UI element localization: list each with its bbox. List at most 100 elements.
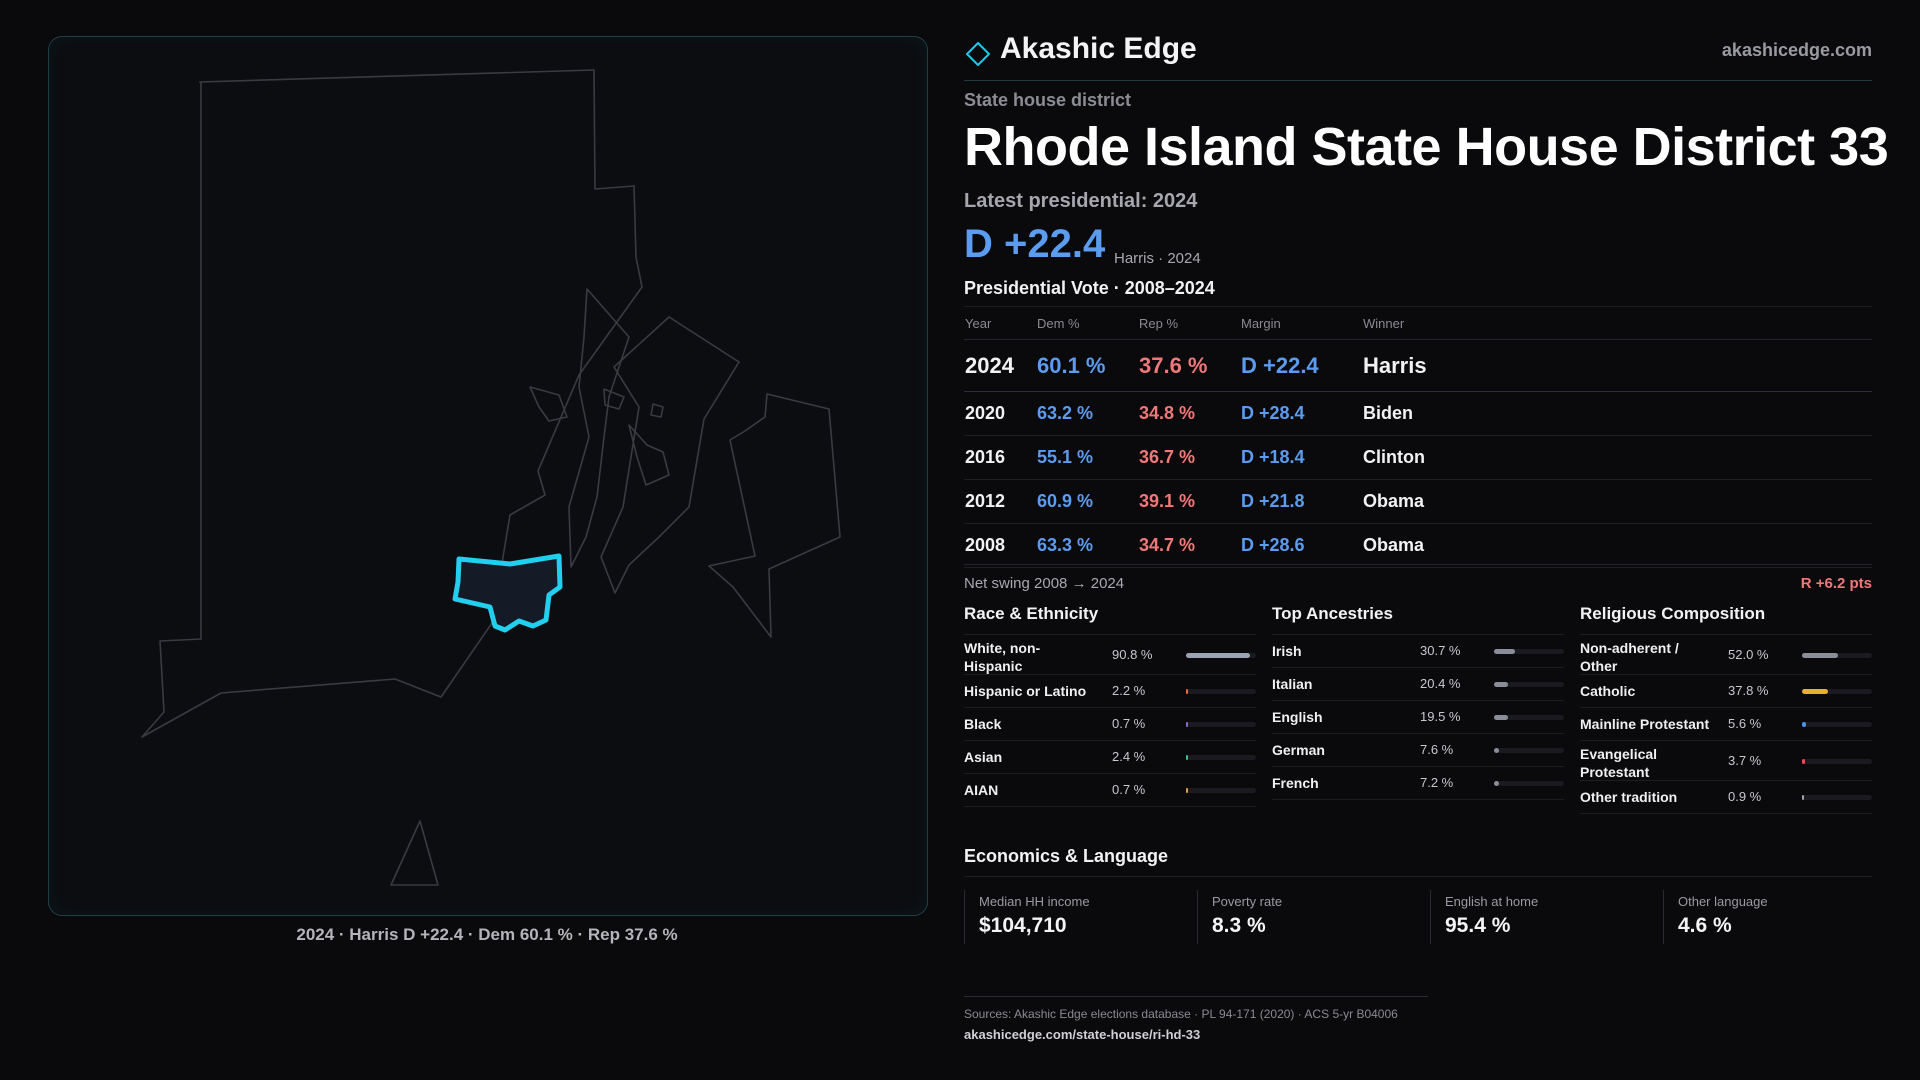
stat-row: Evangelical Protestant 3.7 % <box>1580 741 1872 781</box>
diamond-logo-icon <box>966 42 990 66</box>
row-year: 2016 <box>964 435 1036 480</box>
stat-percent: 90.8 % <box>1112 646 1153 662</box>
stat-label: Catholic <box>1580 683 1636 699</box>
net-swing-value: R +6.2 pts <box>1800 575 1872 592</box>
stat-label: Black <box>964 716 1002 732</box>
row-year: 2020 <box>964 391 1036 436</box>
stat-label: German <box>1272 742 1325 758</box>
econ-label: Other language <box>1678 894 1768 909</box>
row-winner: Clinton <box>1362 435 1872 480</box>
row-dem: 60.1 % <box>1036 339 1138 392</box>
stat-row: AIAN 0.7 % <box>964 774 1256 807</box>
stat-bar-fill <box>1494 682 1509 687</box>
stat-bar-track <box>1186 755 1256 760</box>
stat-percent: 30.7 % <box>1420 643 1461 658</box>
row-rep: 34.7 % <box>1138 523 1240 568</box>
econ-label: English at home <box>1445 894 1539 909</box>
stat-row: Hispanic or Latino 2.2 % <box>964 675 1256 708</box>
header-winner: Winner <box>1362 306 1872 340</box>
stat-bar-track <box>1802 758 1872 764</box>
econ-label: Poverty rate <box>1212 894 1283 909</box>
stat-percent: 5.6 % <box>1728 716 1762 731</box>
row-margin: D +28.4 <box>1240 391 1362 436</box>
row-rep: 36.7 % <box>1138 435 1240 480</box>
section-title: Religious Composition <box>1580 602 1872 635</box>
table-header-row: Year Dem % Rep % Margin Winner <box>964 306 1872 340</box>
row-year: 2012 <box>964 479 1036 524</box>
row-dem: 63.2 % <box>1036 391 1138 436</box>
stat-bar-track <box>1802 652 1872 658</box>
stat-bar-fill <box>1494 715 1508 720</box>
page-url-link[interactable]: akashicedge.com/state-house/ri-hd-33 <box>964 1027 1201 1042</box>
latest-margin-subtitle: Harris · 2024 <box>1114 250 1201 267</box>
table-row: 2016 55.1 % 36.7 % D +18.4 Clinton <box>964 435 1872 480</box>
stat-row: Catholic 37.8 % <box>1580 675 1872 708</box>
stat-bar-track <box>1802 795 1872 800</box>
row-rep: 39.1 % <box>1138 479 1240 524</box>
footer: Sources: Akashic Edge elections database… <box>964 996 1428 1042</box>
row-winner: Obama <box>1362 479 1872 524</box>
brand-header: Akashic Edge akashicedge.com <box>964 30 1872 81</box>
section-title: Race & Ethnicity <box>964 602 1256 635</box>
header-margin: Margin <box>1240 306 1362 340</box>
stat-bar-fill <box>1186 722 1188 727</box>
row-winner: Biden <box>1362 391 1872 436</box>
state-mainland-outline <box>141 69 643 738</box>
econ-other-language: Other language 4.6 % <box>1663 890 1864 944</box>
econ-median-income: Median HH income $104,710 <box>964 890 1165 944</box>
stat-bar-track <box>1802 722 1872 727</box>
stat-row: Italian 20.4 % <box>1272 668 1564 701</box>
row-rep: 34.8 % <box>1138 391 1240 436</box>
stat-percent: 0.9 % <box>1728 789 1762 804</box>
stat-label: Evangelical Protestant <box>1580 746 1658 780</box>
stat-row: Irish 30.7 % <box>1272 635 1564 668</box>
stat-row: Asian 2.4 % <box>964 741 1256 774</box>
econ-label: Median HH income <box>979 894 1090 909</box>
stat-rows: White, non-Hispanic 90.8 % Hispanic or Lat… <box>964 635 1256 807</box>
stat-row: Black 0.7 % <box>964 708 1256 741</box>
stat-percent: 19.5 % <box>1420 709 1461 724</box>
stat-rows: Irish 30.7 % Italian 20.4 % English 19.5 % Ger… <box>1272 635 1564 800</box>
stat-rows: Non-adherent / Other 52.0 % Catholic 37.8 %… <box>1580 635 1872 814</box>
stat-row: German 7.6 % <box>1272 734 1564 767</box>
brand-url[interactable]: akashicedge.com <box>1721 40 1872 60</box>
stat-percent: 7.2 % <box>1420 775 1454 790</box>
state-outline-map <box>141 69 841 886</box>
row-year: 2024 <box>964 339 1036 392</box>
stat-percent: 2.2 % <box>1112 683 1146 698</box>
stat-row: Other tradition 0.9 % <box>1580 781 1872 814</box>
stat-bar-fill <box>1802 758 1805 764</box>
stat-row: English 19.5 % <box>1272 701 1564 734</box>
stat-label: White, non-Hispanic <box>964 640 1041 674</box>
presidential-vote-table: Year Dem % Rep % Margin Winner 2024 60.1… <box>964 306 1872 568</box>
latest-margin: D +22.4 <box>964 222 1106 266</box>
header-year: Year <box>964 306 1036 340</box>
table-row: 2024 60.1 % 37.6 % D +22.4 Harris <box>964 339 1872 392</box>
district-map[interactable] <box>48 36 928 916</box>
net-swing-label: Net swing 2008 → 2024 <box>964 575 1125 592</box>
stat-bar-track <box>1494 748 1564 753</box>
block-island-outline <box>390 820 439 886</box>
stat-label: Other tradition <box>1580 789 1678 805</box>
aquidneck-island-outline <box>600 316 740 594</box>
stat-percent: 2.4 % <box>1112 749 1146 764</box>
econ-value: 95.4 % <box>1445 914 1511 937</box>
stat-bar-fill <box>1802 689 1829 694</box>
row-year: 2008 <box>964 523 1036 568</box>
table-row: 2020 63.2 % 34.8 % D +28.4 Biden <box>964 391 1872 436</box>
econ-poverty-rate: Poverty rate 8.3 % <box>1197 890 1398 944</box>
stat-bar-track <box>1186 652 1256 658</box>
row-margin: D +22.4 <box>1240 339 1362 392</box>
stat-bar-track <box>1494 715 1564 720</box>
brand-name: Akashic Edge <box>1000 32 1197 65</box>
row-margin: D +18.4 <box>1240 435 1362 480</box>
stat-label: English <box>1272 709 1323 725</box>
row-dem: 63.3 % <box>1036 523 1138 568</box>
stat-bar-track <box>1186 722 1256 727</box>
bay-peninsula-outline <box>568 288 630 568</box>
stat-bar-track <box>1186 788 1256 793</box>
stat-row: Non-adherent / Other 52.0 % <box>1580 635 1872 675</box>
stat-bar-fill <box>1186 788 1188 793</box>
stat-percent: 3.7 % <box>1728 752 1762 768</box>
stat-bar-fill <box>1802 722 1806 727</box>
